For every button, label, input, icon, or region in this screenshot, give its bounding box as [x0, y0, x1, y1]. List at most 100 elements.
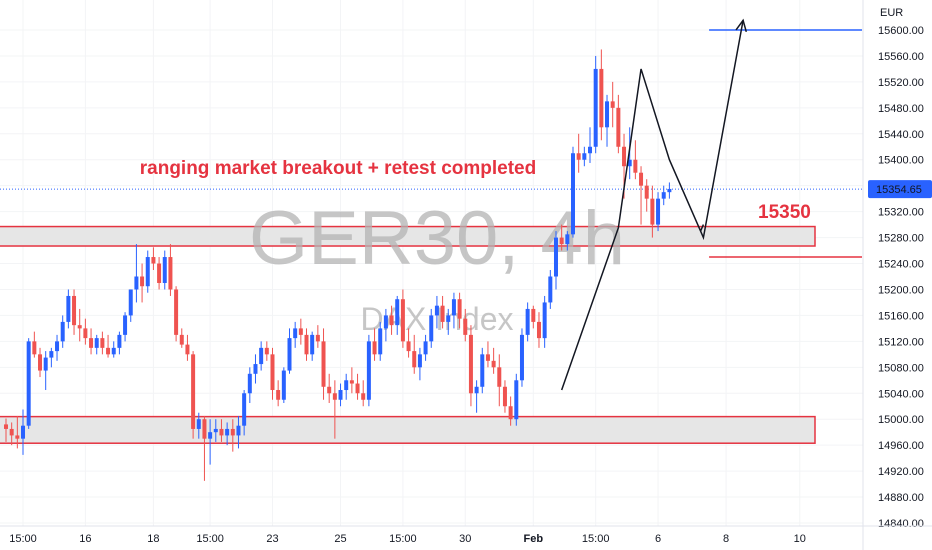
x-tick-label: 30	[459, 533, 471, 545]
x-tick-label: 10	[794, 533, 806, 545]
candle	[225, 422, 230, 446]
candle	[576, 133, 581, 173]
candle-body	[26, 341, 31, 426]
candle-body	[111, 347, 116, 355]
candle	[72, 289, 77, 335]
level-label: 15350	[758, 202, 811, 223]
candle	[457, 292, 462, 329]
candle	[497, 354, 502, 407]
candle-body	[525, 308, 530, 335]
candle	[168, 244, 173, 296]
candle-body	[327, 386, 332, 394]
candle-body	[553, 237, 558, 277]
y-axis[interactable]: EUR 15600.00 15560.00 15520.00 15480.00 1544…	[862, 0, 932, 550]
candlesticks	[4, 49, 672, 481]
candle-body	[179, 334, 184, 345]
candle	[66, 289, 71, 329]
candle-body	[667, 188, 672, 193]
candle-body	[616, 107, 621, 147]
current-price-tag: 15354.65	[868, 180, 932, 199]
candle-body	[389, 315, 394, 326]
candle	[525, 302, 530, 342]
trend-path	[560, 20, 744, 391]
y-tick-label: 15280.00	[878, 233, 924, 245]
candle-body	[321, 341, 326, 387]
candle	[468, 325, 473, 407]
y-tick-label: 15480.00	[878, 103, 924, 115]
candle-body	[247, 373, 252, 394]
candle-body	[287, 338, 292, 371]
candle-body	[344, 380, 349, 391]
candle-body	[55, 341, 60, 352]
candle-body	[191, 354, 196, 429]
candle	[423, 334, 428, 361]
candle	[298, 318, 303, 345]
candle	[582, 146, 587, 167]
candle	[230, 419, 235, 452]
candle	[202, 415, 207, 481]
candle	[111, 341, 116, 358]
candle	[94, 334, 99, 355]
candle-body	[656, 198, 661, 225]
x-axis[interactable]: 15:00 16 18 15:00 23 25 15:00 30 Feb 15:00 6 8 10	[0, 525, 932, 545]
candle	[616, 94, 621, 154]
candle-body	[208, 432, 213, 439]
candle	[145, 250, 150, 293]
candle	[157, 257, 162, 290]
candle-body	[383, 315, 388, 329]
x-tick-label: 15:00	[389, 533, 417, 545]
candle	[355, 373, 360, 400]
candle	[508, 396, 513, 426]
support-resistance-zones	[0, 225, 816, 444]
candle	[395, 295, 400, 335]
candle	[134, 244, 139, 303]
candle-body	[4, 424, 8, 429]
annotation-text: ranging market breakout + retest complet…	[140, 158, 536, 179]
candle	[15, 415, 20, 449]
candle	[117, 331, 122, 355]
candle-body	[565, 234, 570, 245]
candle	[417, 347, 422, 381]
candle	[89, 328, 94, 355]
candle-body	[230, 428, 235, 436]
y-tick-label: 15080.00	[878, 362, 924, 374]
y-tick-label: 15560.00	[878, 51, 924, 63]
candle-body	[434, 305, 439, 316]
candle	[264, 341, 269, 361]
candle-body	[542, 302, 547, 339]
candle-body	[366, 341, 371, 400]
candle	[21, 409, 26, 455]
candle	[559, 224, 564, 251]
candle	[480, 347, 485, 394]
candle-body	[304, 334, 309, 355]
candle-body	[429, 315, 434, 342]
candle-body	[315, 334, 320, 342]
candle-body	[151, 257, 156, 264]
candle-body	[213, 428, 218, 433]
candle-body	[174, 289, 179, 335]
candle-body	[310, 334, 315, 355]
x-tick-label: Feb	[524, 533, 544, 545]
candle	[531, 305, 536, 329]
candle-body	[49, 351, 54, 358]
candle-body	[593, 68, 598, 147]
candle	[253, 354, 258, 384]
x-tick-label: 15:00	[196, 533, 224, 545]
candle-body	[72, 295, 77, 326]
candle	[406, 328, 411, 358]
candle	[633, 140, 638, 180]
candle	[321, 328, 326, 400]
candle-body	[253, 364, 258, 374]
candle	[593, 55, 598, 154]
trend-path	[699, 224, 705, 232]
candle-body	[332, 393, 337, 400]
candle	[185, 334, 190, 361]
candle	[276, 380, 281, 407]
candle-body	[276, 390, 281, 400]
x-tick-label: 23	[266, 533, 278, 545]
candle	[661, 185, 666, 206]
candle	[372, 328, 377, 361]
x-tick-label: 16	[79, 533, 91, 545]
candle-body	[89, 338, 94, 348]
